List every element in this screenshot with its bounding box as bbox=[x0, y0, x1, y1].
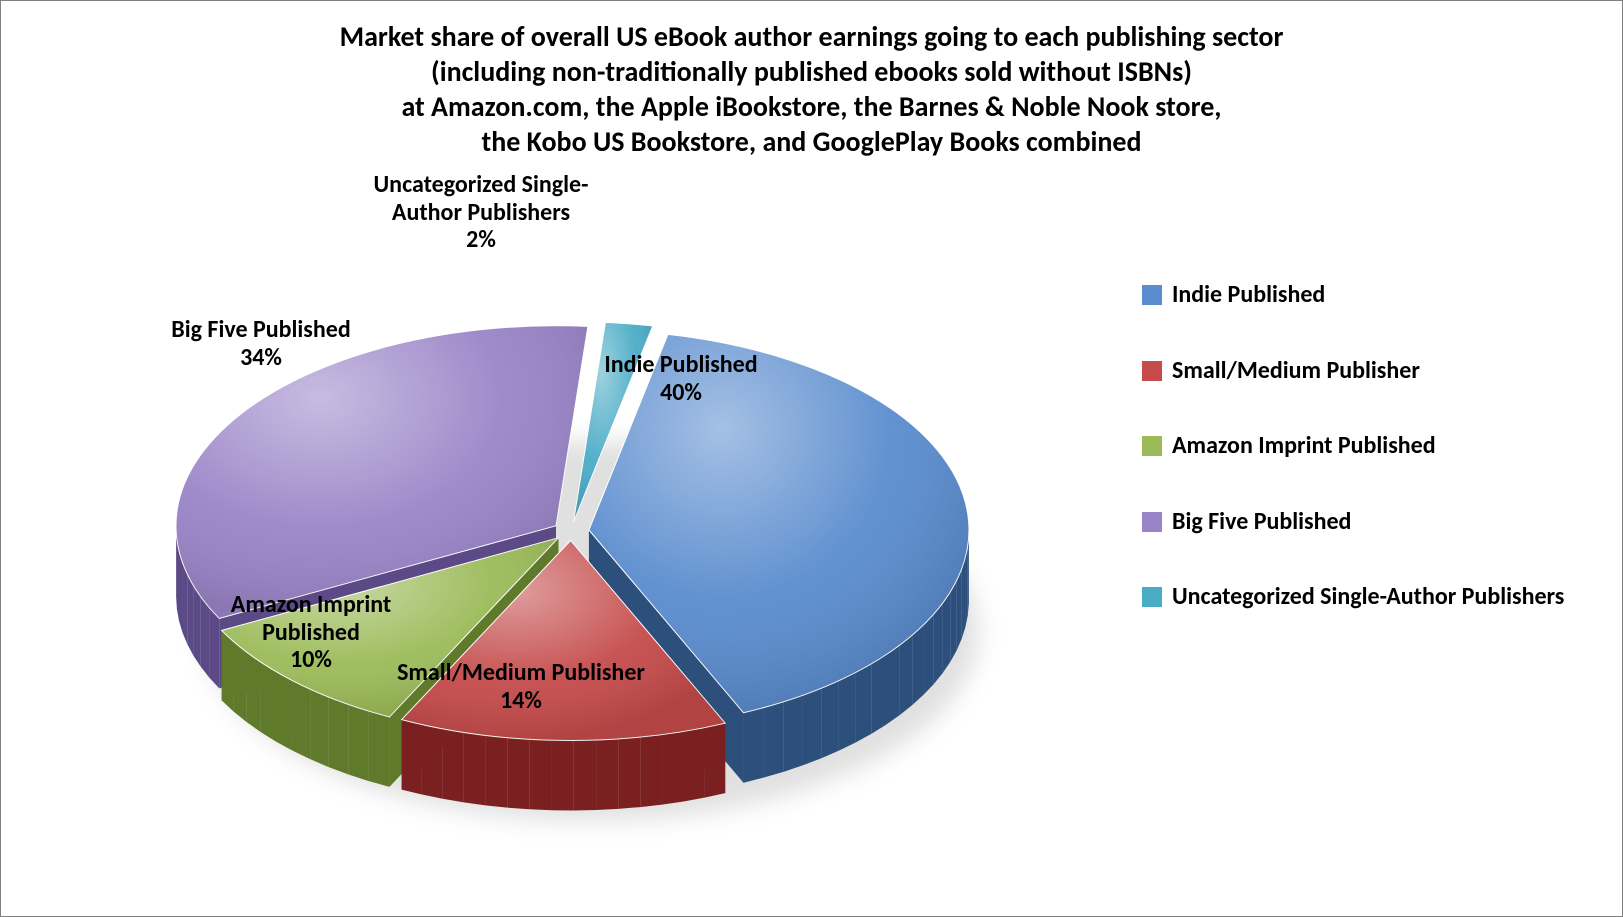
pie-chart: Indie Published 40% Small/Medium Publishe… bbox=[91, 201, 1051, 881]
legend-swatch bbox=[1142, 587, 1162, 607]
title-line-1: Market share of overall US eBook author … bbox=[1, 19, 1622, 54]
legend-label: Indie Published bbox=[1172, 281, 1325, 309]
legend-label: Uncategorized Single-Author Publishers bbox=[1172, 583, 1564, 611]
legend-label: Big Five Published bbox=[1172, 508, 1351, 536]
legend-label: Small/Medium Publisher bbox=[1172, 357, 1420, 385]
legend-item: Amazon Imprint Published bbox=[1142, 432, 1582, 460]
legend-swatch bbox=[1142, 512, 1162, 532]
legend-swatch bbox=[1142, 285, 1162, 305]
legend-item: Uncategorized Single-Author Publishers bbox=[1142, 583, 1582, 611]
slice-label: Big Five Published 34% bbox=[171, 316, 350, 371]
chart-title: Market share of overall US eBook author … bbox=[1, 1, 1622, 159]
legend-item: Big Five Published bbox=[1142, 508, 1582, 536]
slice-label: Amazon Imprint Published 10% bbox=[231, 591, 391, 674]
title-line-3: at Amazon.com, the Apple iBookstore, the… bbox=[1, 89, 1622, 124]
title-line-2: (including non-traditionally published e… bbox=[1, 54, 1622, 89]
legend-swatch bbox=[1142, 361, 1162, 381]
legend: Indie Published Small/Medium Publisher Ama… bbox=[1142, 281, 1582, 659]
slice-label: Uncategorized Single- Author Publishers … bbox=[374, 171, 589, 254]
slice-label: Small/Medium Publisher 14% bbox=[397, 659, 645, 714]
legend-item: Small/Medium Publisher bbox=[1142, 357, 1582, 385]
title-line-4: the Kobo US Bookstore, and GooglePlay Bo… bbox=[1, 124, 1622, 159]
legend-swatch bbox=[1142, 436, 1162, 456]
slice-label: Indie Published 40% bbox=[604, 351, 757, 406]
legend-item: Indie Published bbox=[1142, 281, 1582, 309]
legend-label: Amazon Imprint Published bbox=[1172, 432, 1436, 460]
pie-svg bbox=[91, 201, 1051, 881]
chart-frame: Market share of overall US eBook author … bbox=[0, 0, 1623, 917]
